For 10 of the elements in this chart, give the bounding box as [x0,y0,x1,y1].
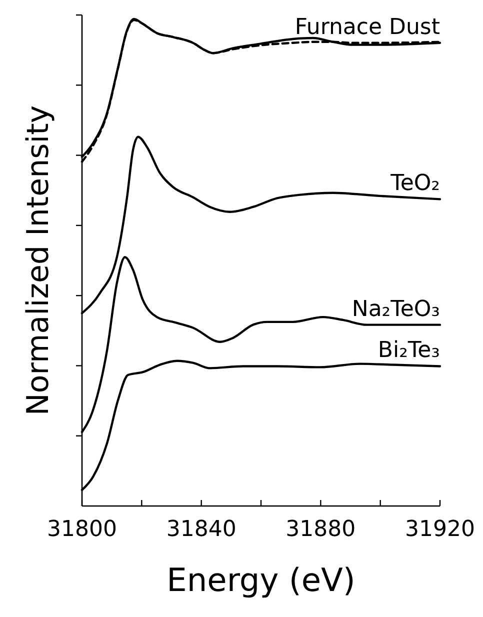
x-axis-title: Energy (eV) [166,561,356,599]
x-tick-label: 31840 [166,517,236,542]
x-tick-label: 31920 [405,517,475,542]
series-label: TeO₂ [390,171,440,196]
x-tick-label: 31880 [286,517,356,542]
x-tick-label: 31800 [47,517,117,542]
series-label: Furnace Dust [294,14,440,40]
y-axis-title: Normalized Intensity [21,105,56,416]
series-label: Bi₂Te₃ [378,338,440,364]
series-label: Na₂TeO₃ [352,296,440,322]
